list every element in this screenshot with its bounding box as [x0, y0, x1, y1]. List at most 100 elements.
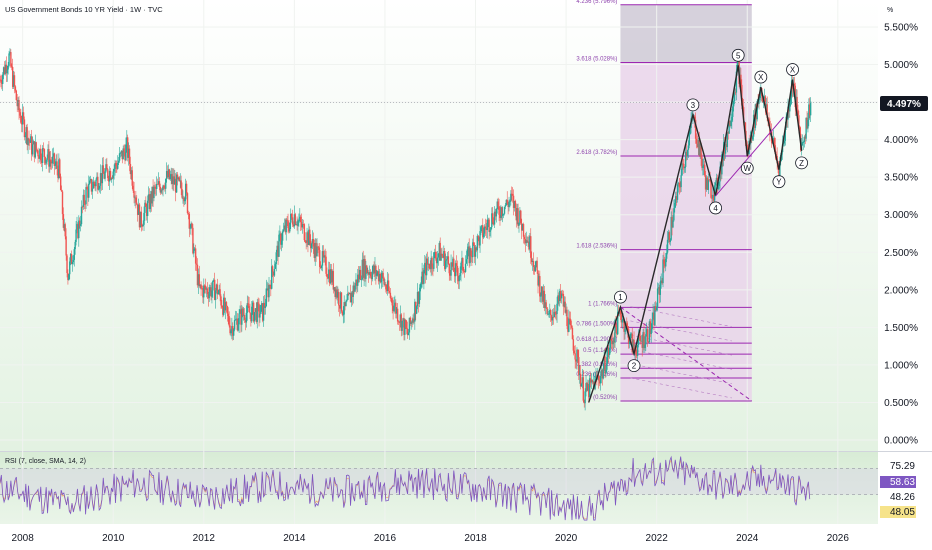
price-tick-label: 0.500%	[884, 398, 918, 409]
candle-body	[315, 242, 317, 257]
candle-body	[546, 307, 548, 314]
candle-body	[113, 169, 115, 172]
candle-body	[673, 208, 675, 221]
candle-body	[429, 268, 431, 270]
candle-body	[576, 349, 578, 362]
candle-body	[482, 225, 484, 238]
fib-label: 1 (1.766%)	[588, 301, 617, 307]
candle-body	[528, 241, 530, 250]
candle-body	[283, 225, 286, 230]
candle-body	[391, 298, 393, 306]
candle-body	[78, 220, 80, 239]
candle-body	[103, 173, 105, 179]
candle-body	[153, 186, 155, 199]
candle-body	[446, 256, 449, 260]
fib-dashed-line	[630, 349, 732, 370]
candle-body	[99, 173, 102, 186]
candle-body	[504, 204, 507, 207]
candle-body	[316, 246, 318, 257]
candle-body	[245, 312, 248, 323]
candle-body	[213, 279, 215, 281]
candle-body	[640, 340, 642, 342]
candle-body	[717, 186, 719, 189]
candle-body	[430, 257, 432, 270]
candle-body	[560, 293, 563, 299]
candle-body	[343, 302, 345, 315]
candle-body	[191, 223, 193, 228]
candle-body	[127, 148, 130, 158]
candle-body	[756, 100, 758, 120]
candle-body	[681, 163, 683, 176]
candle-body	[14, 86, 17, 91]
candle-body	[626, 323, 628, 327]
candle-body	[121, 150, 123, 160]
candle-body	[45, 159, 47, 164]
candle-body	[788, 106, 790, 112]
candle-body	[442, 255, 444, 258]
price-axis-background	[878, 0, 932, 451]
candle-body	[176, 174, 179, 180]
candle-body	[97, 176, 99, 190]
candle-body	[389, 292, 392, 299]
candle-body	[32, 141, 35, 145]
candle-body	[340, 292, 343, 312]
candle-body	[204, 285, 207, 290]
candle-body	[365, 265, 367, 279]
candle-body	[392, 305, 394, 311]
candle-body	[514, 200, 517, 208]
candle-body	[96, 176, 98, 180]
candle-body	[455, 263, 458, 266]
candle-body	[578, 357, 580, 376]
candle-body	[282, 229, 285, 232]
candle-body	[328, 269, 331, 284]
candle-body	[105, 164, 107, 172]
candle-body	[712, 195, 714, 199]
candle-body	[23, 119, 26, 138]
candle-body	[386, 289, 388, 292]
candle-body	[531, 260, 534, 262]
candle-body	[564, 301, 566, 313]
candle-body	[561, 293, 564, 295]
fib-dashed-line	[630, 377, 732, 399]
candle-body	[117, 162, 119, 169]
candle-body	[360, 279, 363, 281]
candle-body	[148, 194, 151, 210]
candle-body	[40, 160, 43, 163]
candle-body	[719, 166, 721, 182]
candle-body	[220, 296, 222, 306]
candle-body	[247, 303, 249, 306]
candle-body	[623, 318, 625, 332]
candle-body	[131, 170, 133, 186]
candle-body	[551, 316, 554, 321]
candle-body	[56, 161, 58, 169]
rsi-pane: 75.29 58.63 48.26 48.05	[0, 455, 916, 521]
candle-body	[280, 233, 282, 245]
candle-body	[572, 339, 575, 351]
candle-body	[412, 318, 414, 323]
candle-body	[302, 224, 305, 225]
candle-body	[135, 197, 137, 203]
candle-body	[525, 240, 527, 244]
candle-body	[731, 116, 733, 121]
candle-body	[394, 302, 396, 306]
candle-body	[639, 335, 642, 341]
rsi-axis-label: 75.29	[890, 461, 915, 472]
candle-body	[678, 182, 681, 187]
candle-body	[506, 199, 508, 204]
rsi-value-badge	[880, 476, 916, 488]
candle-body	[428, 263, 431, 269]
fib-label: 0.618 (1.290%)	[576, 337, 617, 343]
candle-body	[149, 193, 152, 210]
candle-body	[662, 259, 664, 284]
candle-body	[224, 302, 227, 311]
candle-body	[667, 232, 670, 240]
candle-body	[735, 71, 738, 93]
candle-body	[803, 136, 806, 143]
candle-body	[684, 151, 687, 167]
candle-body	[585, 383, 587, 392]
candle-body	[486, 222, 488, 230]
candle-body	[69, 261, 71, 275]
axis-unit: %	[887, 7, 893, 14]
candle-body	[419, 287, 421, 292]
